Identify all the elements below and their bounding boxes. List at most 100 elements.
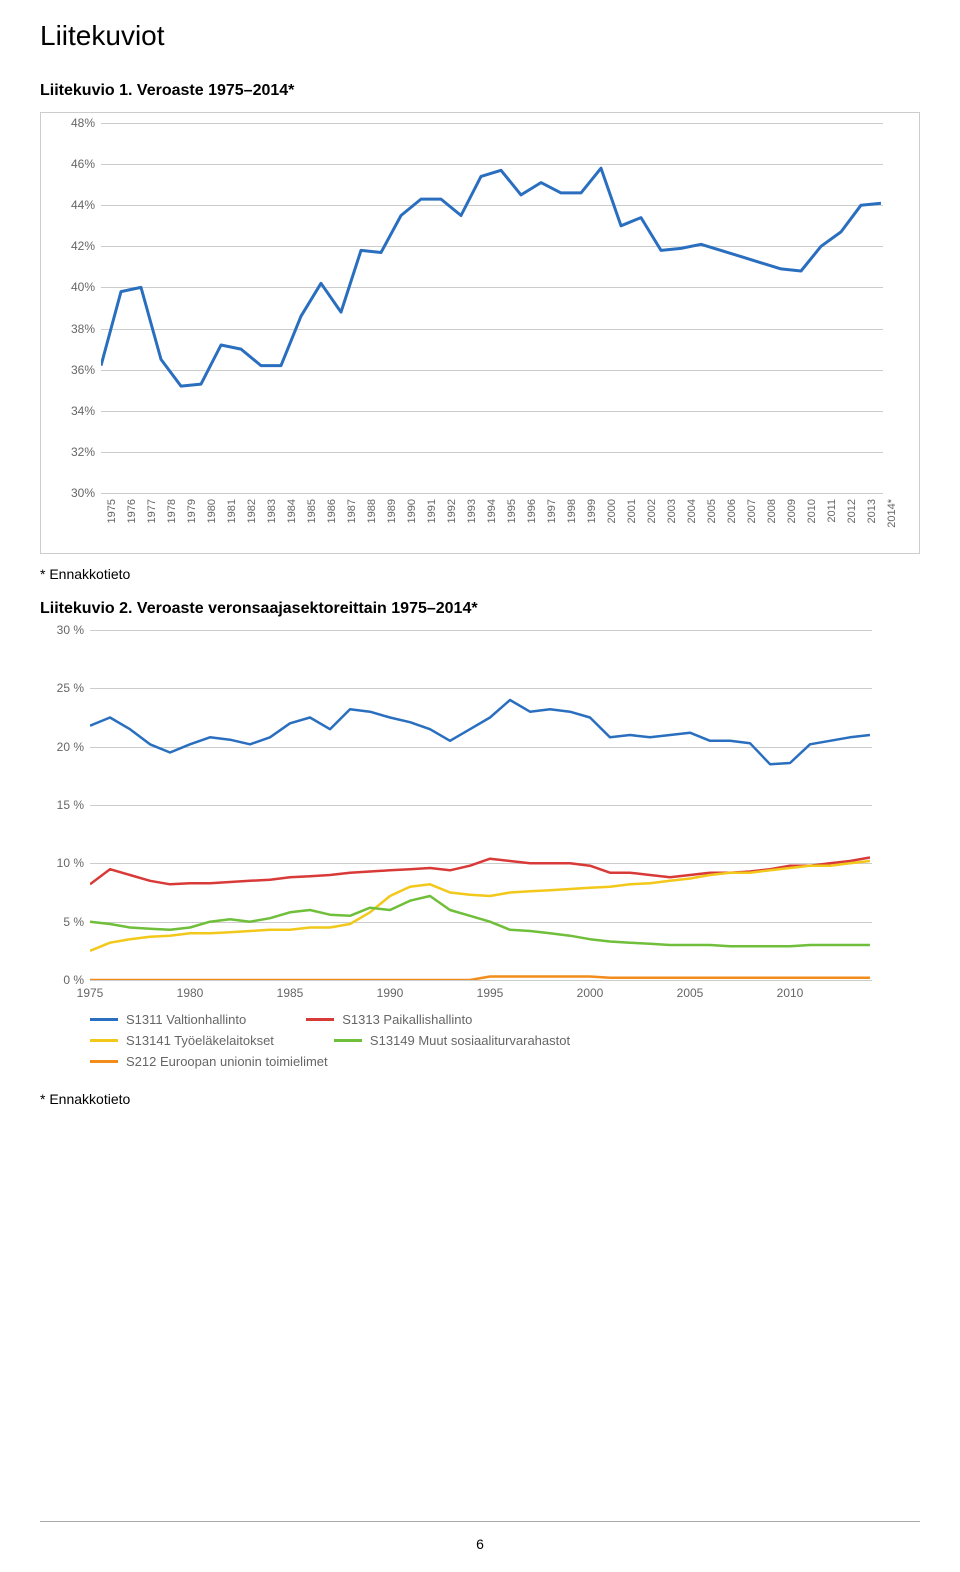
legend-swatch xyxy=(334,1039,362,1042)
x-axis-label: 1997 xyxy=(546,499,558,523)
x-axis-label: 1995 xyxy=(477,986,504,1000)
legend-row: S13141 Työeläkelaitokset S13149 Muut sosi… xyxy=(90,1033,920,1048)
y-axis-label: 32% xyxy=(51,445,95,459)
x-axis-label: 1979 xyxy=(186,499,198,523)
x-axis-label: 1982 xyxy=(246,499,258,523)
x-axis-label: 1992 xyxy=(446,499,458,523)
chart2-container: 0 %5 %10 %15 %20 %25 %30 %19751980198519… xyxy=(40,630,920,1079)
y-axis-label: 30% xyxy=(51,486,95,500)
x-axis-label: 2001 xyxy=(626,499,638,523)
x-axis-label: 2005 xyxy=(706,499,718,523)
chart-svg xyxy=(101,123,881,493)
legend-swatch xyxy=(90,1039,118,1042)
chart1-title: Liitekuvio 1. Veroaste 1975–2014* xyxy=(40,82,920,100)
x-axis-label: 1980 xyxy=(177,986,204,1000)
y-axis-label: 5 % xyxy=(40,915,84,929)
legend-label: S212 Euroopan unionin toimielimet xyxy=(126,1054,328,1069)
x-axis-label: 2010 xyxy=(777,986,804,1000)
x-axis-label: 1995 xyxy=(506,499,518,523)
y-axis-label: 25 % xyxy=(40,681,84,695)
x-axis-label: 2000 xyxy=(606,499,618,523)
x-axis-label: 1977 xyxy=(146,499,158,523)
legend-swatch xyxy=(306,1018,334,1021)
x-axis-label: 1985 xyxy=(306,499,318,523)
series-line xyxy=(90,977,870,981)
x-axis-label: 1987 xyxy=(346,499,358,523)
y-axis-label: 44% xyxy=(51,198,95,212)
y-axis-label: 20 % xyxy=(40,740,84,754)
x-axis-label: 2011 xyxy=(826,499,838,523)
legend-item: S13149 Muut sosiaaliturvarahastot xyxy=(334,1033,570,1048)
y-axis-label: 48% xyxy=(51,116,95,130)
legend-swatch xyxy=(90,1060,118,1063)
y-axis-label: 40% xyxy=(51,280,95,294)
y-axis-label: 34% xyxy=(51,404,95,418)
chart-svg xyxy=(90,630,870,980)
x-axis-label: 1976 xyxy=(126,499,138,523)
chart2-plot-area: 0 %5 %10 %15 %20 %25 %30 %19751980198519… xyxy=(40,630,880,1004)
x-axis-label: 1978 xyxy=(166,499,178,523)
x-axis-label: 1998 xyxy=(566,499,578,523)
y-axis-label: 46% xyxy=(51,157,95,171)
y-axis-label: 42% xyxy=(51,239,95,253)
x-axis-label: 2008 xyxy=(766,499,778,523)
x-axis-label: 1994 xyxy=(486,499,498,523)
y-axis-label: 0 % xyxy=(40,973,84,987)
series-line xyxy=(90,700,870,764)
x-axis-label: 2002 xyxy=(646,499,658,523)
legend-label: S13141 Työeläkelaitokset xyxy=(126,1033,274,1048)
x-axis-label: 1988 xyxy=(366,499,378,523)
x-axis-label: 1996 xyxy=(526,499,538,523)
x-axis-label: 1985 xyxy=(277,986,304,1000)
chart2-title: Liitekuvio 2. Veroaste veronsaajasektore… xyxy=(40,600,920,618)
page-number: 6 xyxy=(476,1536,484,1552)
series-line xyxy=(90,858,870,885)
x-axis-label: 1990 xyxy=(406,499,418,523)
legend-item: S1311 Valtionhallinto xyxy=(90,1012,246,1027)
x-axis-label: 1993 xyxy=(466,499,478,523)
legend-row: S1311 Valtionhallinto S1313 Paikallishall… xyxy=(90,1012,920,1027)
x-axis-label: 2004 xyxy=(686,499,698,523)
x-axis-label: 2013 xyxy=(866,499,878,523)
series-line xyxy=(101,168,881,386)
x-axis-label: 1986 xyxy=(326,499,338,523)
x-axis-label: 2014* xyxy=(886,499,898,528)
chart1-plot-area: 30%32%34%36%38%40%42%44%46%48%1975197619… xyxy=(51,123,891,543)
chart2-footnote: * Ennakkotieto xyxy=(40,1091,920,1107)
x-axis-label: 2006 xyxy=(726,499,738,523)
y-axis-label: 15 % xyxy=(40,798,84,812)
legend-item: S13141 Työeläkelaitokset xyxy=(90,1033,274,1048)
gridline xyxy=(90,980,872,981)
x-axis-label: 2000 xyxy=(577,986,604,1000)
y-axis-label: 38% xyxy=(51,322,95,336)
legend-row: S212 Euroopan unionin toimielimet xyxy=(90,1054,920,1069)
x-axis-label: 2012 xyxy=(846,499,858,523)
x-axis-label: 2007 xyxy=(746,499,758,523)
x-axis-label: 1989 xyxy=(386,499,398,523)
legend-item: S1313 Paikallishallinto xyxy=(306,1012,472,1027)
x-axis-label: 1990 xyxy=(377,986,404,1000)
x-axis-label: 1991 xyxy=(426,499,438,523)
x-axis-label: 1975 xyxy=(77,986,104,1000)
x-axis-label: 1981 xyxy=(226,499,238,523)
legend-label: S1311 Valtionhallinto xyxy=(126,1012,246,1027)
x-axis-label: 1980 xyxy=(206,499,218,523)
series-line xyxy=(90,861,870,951)
y-axis-label: 36% xyxy=(51,363,95,377)
x-axis-label: 2005 xyxy=(677,986,704,1000)
y-axis-label: 30 % xyxy=(40,623,84,637)
x-axis-label: 1984 xyxy=(286,499,298,523)
gridline xyxy=(101,493,883,494)
x-axis-label: 1975 xyxy=(106,499,118,523)
legend-item: S212 Euroopan unionin toimielimet xyxy=(90,1054,328,1069)
x-axis-label: 2003 xyxy=(666,499,678,523)
y-axis-label: 10 % xyxy=(40,856,84,870)
legend-label: S13149 Muut sosiaaliturvarahastot xyxy=(370,1033,570,1048)
x-axis-label: 2010 xyxy=(806,499,818,523)
chart2-legend: S1311 Valtionhallinto S1313 Paikallishall… xyxy=(40,1004,920,1079)
chart1-footnote: * Ennakkotieto xyxy=(40,566,920,582)
x-axis-label: 1999 xyxy=(586,499,598,523)
legend-label: S1313 Paikallishallinto xyxy=(342,1012,472,1027)
page-rule xyxy=(40,1521,920,1522)
x-axis-label: 1983 xyxy=(266,499,278,523)
